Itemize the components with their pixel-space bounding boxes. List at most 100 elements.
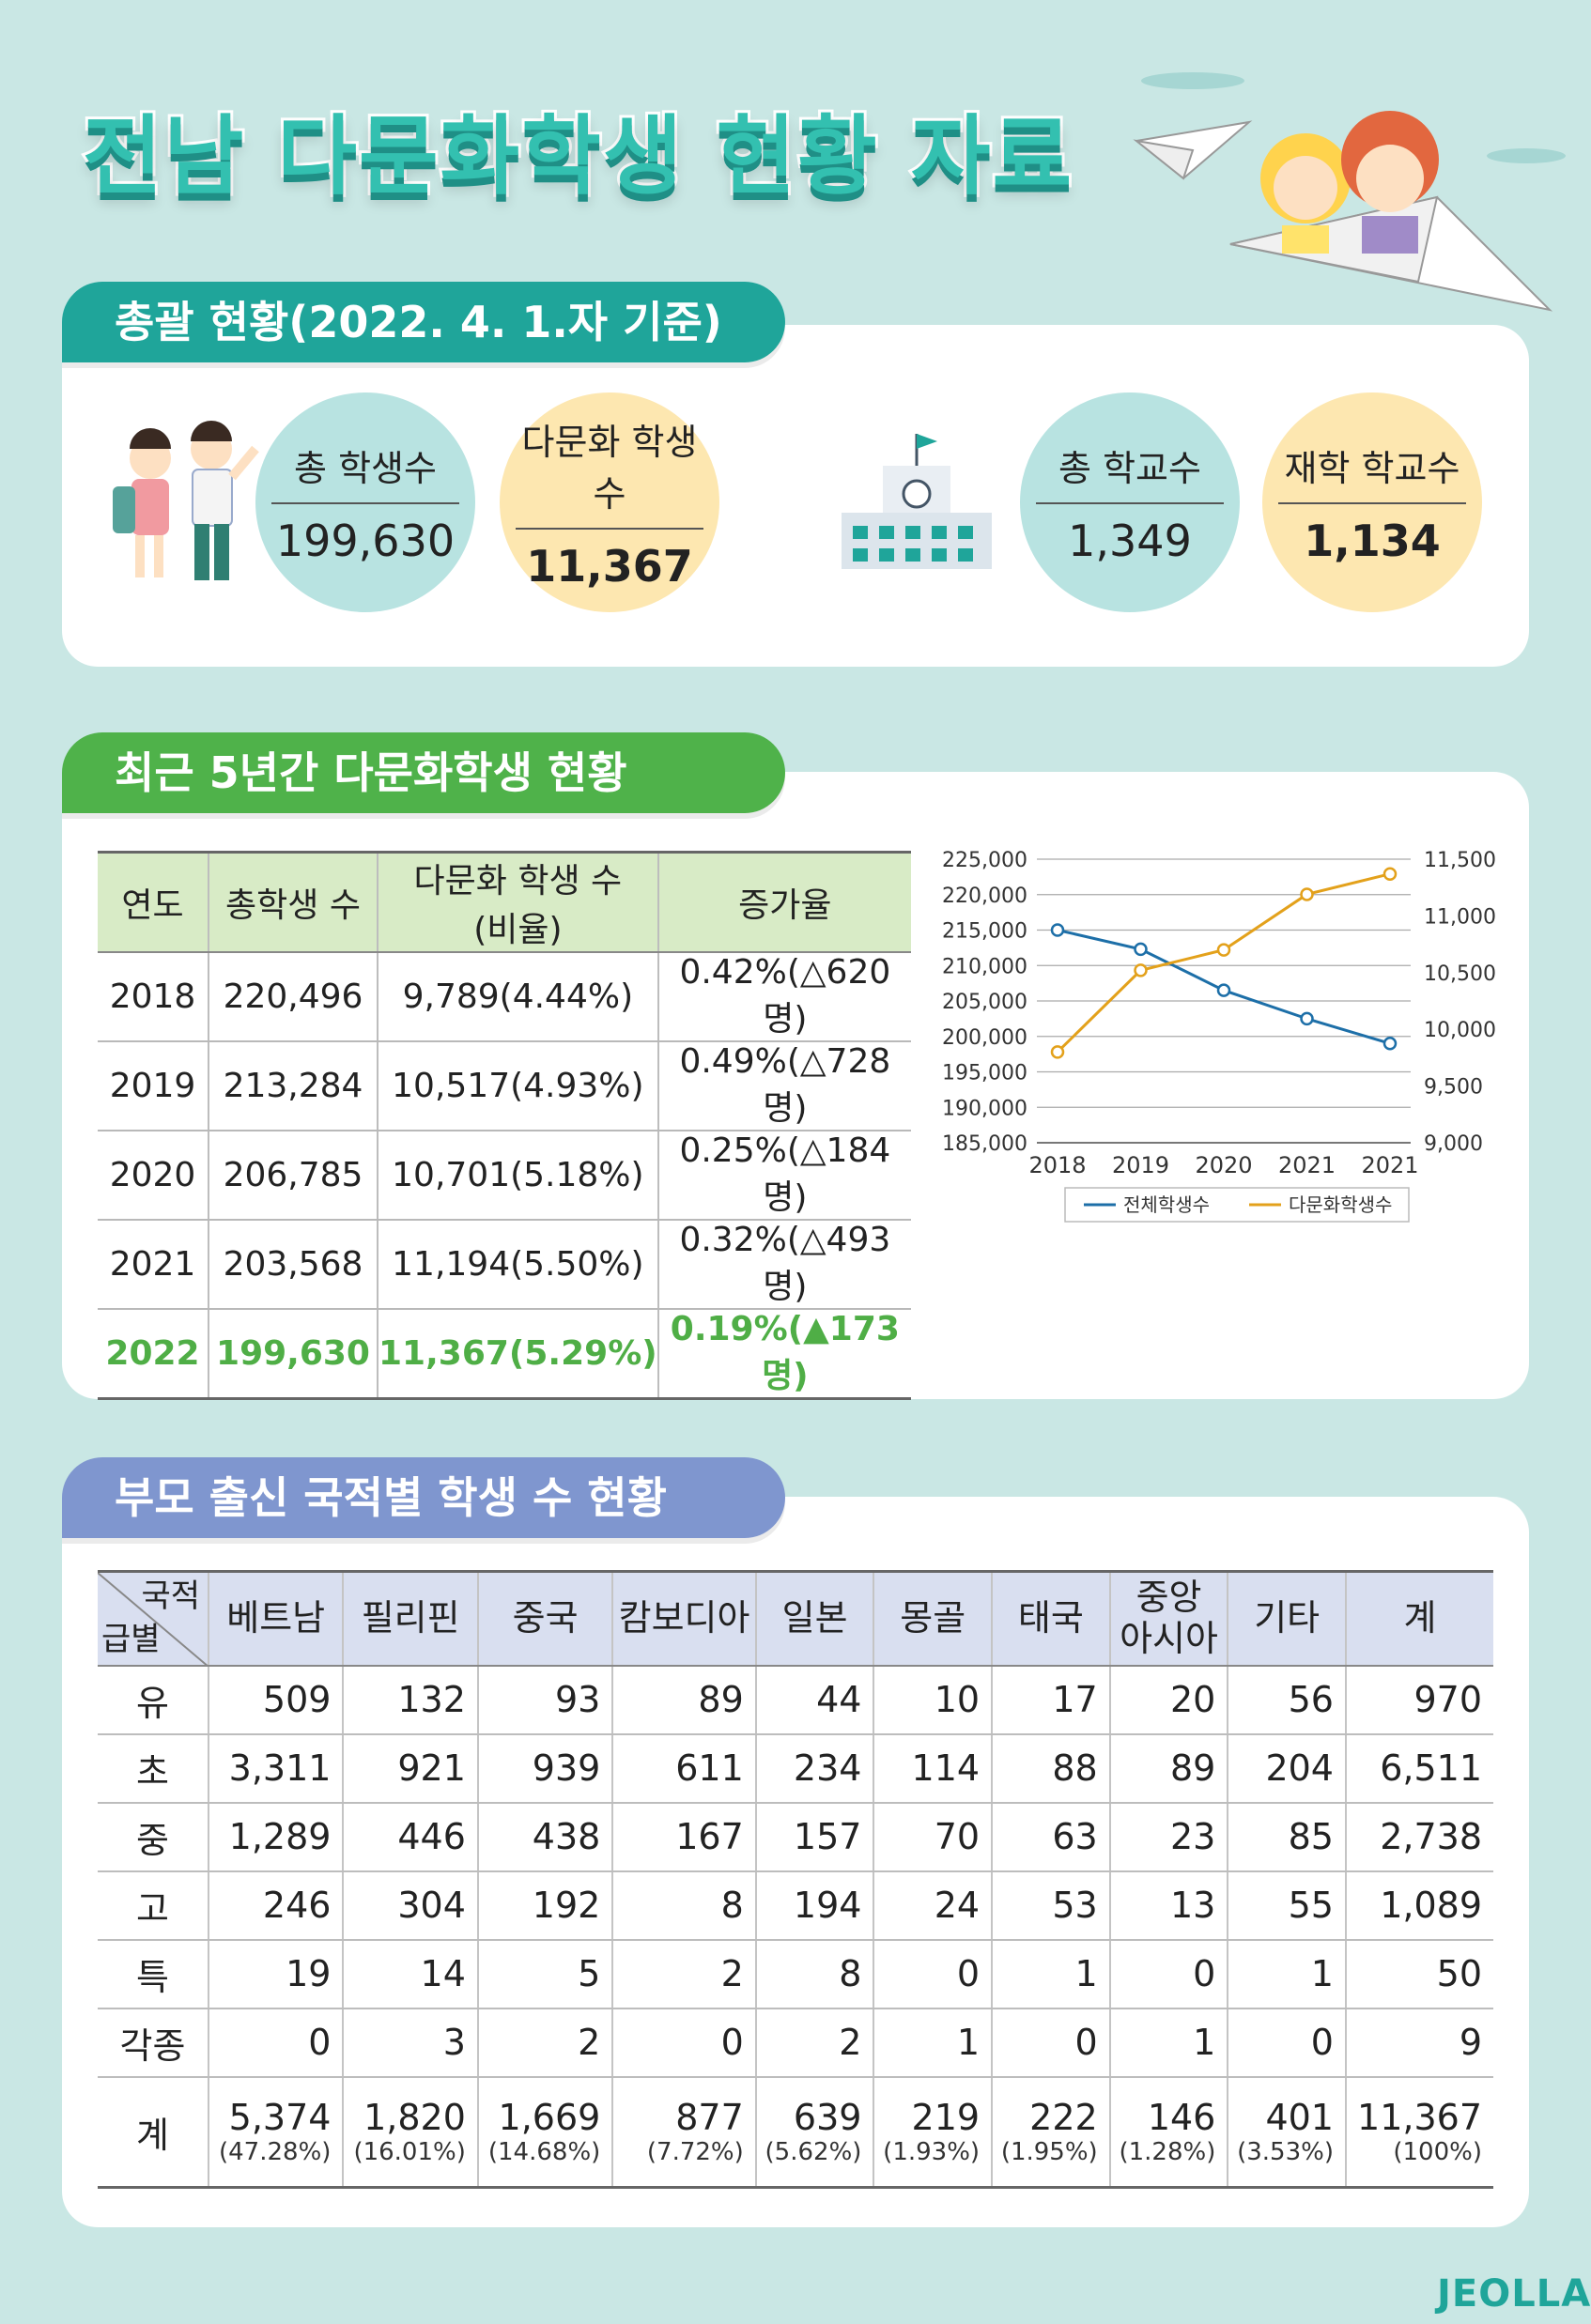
cell-count: 20 [1109,1665,1229,1735]
cell-count: 2 [755,2008,875,2078]
cell-growth: 0.49%(△728명) [657,1041,911,1131]
cell-count: 509 [209,1665,345,1735]
col-multicultural-sub: (비율) [473,911,563,949]
cell-count: 9 [1345,2008,1493,2078]
cell-count: 0 [1109,1939,1229,2009]
legend-label: 다문화학생수 [1289,1193,1392,1216]
data-point [1382,1037,1398,1051]
cell-count: 114 [873,1733,994,1804]
col-japan: 일본 [755,1570,875,1667]
cell-count: 0 [992,2008,1111,2078]
cell-count: 19 [209,1939,345,2009]
enrolled-schools-circle: 재학 학교수 1,134 [1262,392,1482,612]
col-central-asia: 중앙 아시아 [1109,1570,1229,1667]
cell-growth: 0.32%(△493명) [657,1220,911,1310]
cell-count: 157 [755,1802,875,1872]
cell-count: 1 [992,1939,1111,2009]
table-row: 2018 220,496 9,789(4.44%) 0.42%(△620명) [98,952,911,1042]
cell-total: 203,568 [209,1220,378,1310]
table-row: 유 509 132 93 89 44 10 17 20 56 970 [98,1665,1493,1735]
cell-total: 1,669 (14.68%) [477,2076,614,2189]
data-point [1050,923,1065,937]
cell-count: 2,738 [1345,1802,1493,1872]
cell-count: 93 [477,1665,614,1735]
table-row: 각종 0 3 2 0 2 1 0 1 0 9 [98,2008,1493,2078]
total-percent: (1.28%) [1119,2138,1216,2167]
table-row: 2020 206,785 10,701(5.18%) 0.25%(△184명) [98,1131,911,1221]
cell-count: 17 [992,1665,1111,1735]
cell-total: 1,820 (16.01%) [343,2076,479,2189]
cell-count: 0 [873,1939,994,2009]
total-value: 11,367 [1357,2097,1482,2139]
cell-count: 0 [209,2008,345,2078]
summary-heading: 총괄 현황(2022. 4. 1.자 기준) [62,282,785,362]
cell-count: 8 [612,1870,757,1941]
left-tick-label: 185,000 [942,1132,1027,1156]
paper-plane-illustration [1133,111,1553,312]
trend-table: 연도 총학생 수 다문화 학생 수 (비율) 증가율 2018 220,496 … [98,851,911,1400]
table-row-total: 계 5,374 (47.28%) 1,820 (16.01%) 1,669 (14.68%)… [98,2076,1493,2189]
cell-total: 5,374 (47.28%) [209,2076,345,2189]
left-tick-label: 205,000 [942,991,1027,1014]
multicultural-students-label: 다문화 학생수 [516,413,703,530]
col-other: 기타 [1228,1570,1347,1667]
students-icon [113,421,259,580]
col-mongolia: 몽골 [873,1570,994,1667]
multicultural-students-value: 11,367 [526,541,693,592]
total-students-label: 총 학생수 [271,439,459,504]
nationality-table: 국적 급별 베트남 필리핀 중국 캄보디아 일본 몽골 태국 중앙 아시아 기타… [98,1570,1493,2189]
series-line-1 [1056,872,1391,1054]
cell-count: 246 [209,1870,345,1941]
cell-total: 206,785 [209,1131,378,1221]
corner-top-label: 국적 [141,1578,200,1615]
multicultural-students-circle: 다문화 학생수 11,367 [500,392,719,612]
cell-count: 1 [1109,2008,1229,2078]
total-value: 1,669 [498,2097,601,2139]
total-value: 219 [911,2097,981,2139]
cell-count: 5 [477,1939,614,2009]
cell-count: 1,289 [209,1802,345,1872]
cell-count: 14 [343,1939,479,2009]
enrolled-schools-label: 재학 학교수 [1278,439,1466,504]
total-percent: (47.28%) [219,2138,332,2167]
x-tick-label: 2020 [1195,1152,1252,1178]
total-value: 877 [675,2097,744,2139]
col-year: 연도 [98,851,209,953]
cell-count: 2 [612,1939,757,2009]
cell-total: 219 (1.93%) [873,2076,994,2189]
cell-count: 970 [1345,1665,1493,1735]
table-row: 2021 203,568 11,194(5.50%) 0.32%(△493명) [98,1220,911,1310]
total-students-circle: 총 학생수 199,630 [255,392,475,612]
jeolla-logo: JEOLLA [1437,2272,1591,2316]
cell-count: 89 [612,1665,757,1735]
cell-year: 2022 [98,1309,209,1400]
cell-count: 611 [612,1733,757,1804]
left-tick-label: 215,000 [942,920,1027,944]
cell-count: 23 [1109,1802,1229,1872]
cell-count: 438 [477,1802,614,1872]
total-value: 639 [793,2097,862,2139]
total-percent: (100%) [1393,2138,1482,2167]
total-percent: (14.68%) [487,2138,601,2167]
trend-line-chart: 225,000 220,000 215,000 210,000 205,000 200,0… [942,849,1496,1223]
cell-count: 1 [873,2008,994,2078]
cell-year: 2018 [98,952,209,1042]
total-value: 146 [1147,2097,1216,2139]
cell-count: 85 [1228,1802,1347,1872]
table-row: 특 19 14 5 2 8 0 1 0 1 50 [98,1939,1493,2009]
total-percent: (1.95%) [1000,2138,1098,2167]
cell-count: 2 [477,2008,614,2078]
left-tick-label: 190,000 [942,1097,1027,1120]
data-point [1134,963,1148,977]
table-row-highlight: 2022 199,630 11,367(5.29%) 0.19%(▲173명) [98,1309,911,1400]
col-vietnam: 베트남 [209,1570,345,1667]
cell-count: 1,089 [1345,1870,1493,1941]
cell-level: 유 [98,1665,209,1735]
left-tick-label: 225,000 [942,849,1027,872]
nationality-heading: 부모 출신 국적별 학생 수 현황 [62,1457,785,1538]
cell-level: 계 [98,2076,209,2189]
data-point [1134,942,1148,957]
cell-count: 3,311 [209,1733,345,1804]
cell-count: 70 [873,1802,994,1872]
cell-year: 2019 [98,1041,209,1131]
